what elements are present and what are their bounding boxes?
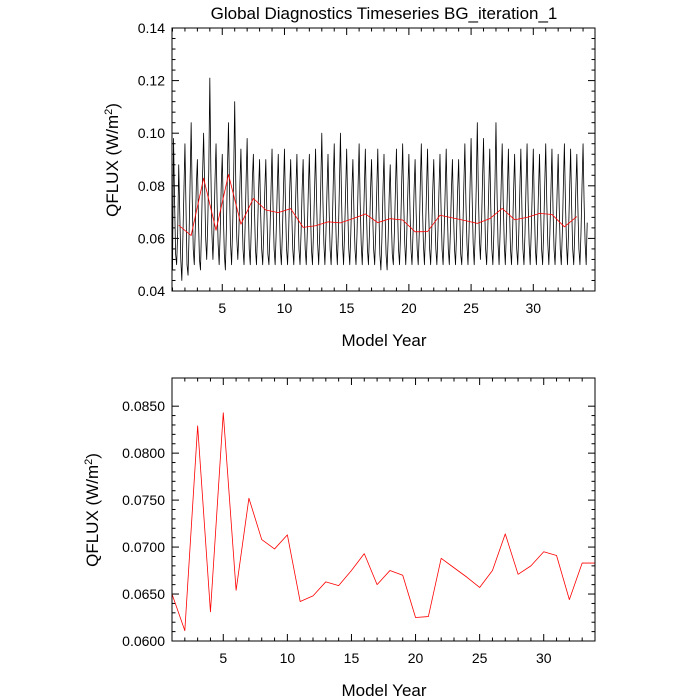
y-tick-label: 0.10 xyxy=(138,125,165,141)
top-x-axis-label: Model Year xyxy=(341,331,426,350)
y-tick-label: 0.0750 xyxy=(122,492,165,508)
bottom-y-axis-label-main: QFLUX (W/m xyxy=(83,465,102,567)
y-tick-label: 0.14 xyxy=(138,20,165,36)
bottom-y-axis-label-sup: 2 xyxy=(83,459,95,465)
bottom-x-axis-label: Model Year xyxy=(341,681,426,700)
annual-mean-series-line xyxy=(171,412,595,632)
bottom-y-axis-label-close: ) xyxy=(83,453,102,459)
bottom-plot-frame xyxy=(171,377,596,642)
x-tick-label: 15 xyxy=(344,650,360,666)
x-tick-label: 5 xyxy=(219,650,227,666)
x-tick-label: 30 xyxy=(536,650,552,666)
x-tick-label: 30 xyxy=(526,300,542,316)
top-y-axis-label-sup: 2 xyxy=(103,109,115,115)
bottom-tick-labels: 5 10 15 20 25 30 0.0600 0.0650 0.0700 0.0750 0.080… xyxy=(122,398,552,666)
y-tick-label: 0.04 xyxy=(138,283,165,299)
y-tick-label: 0.0650 xyxy=(122,586,165,602)
y-tick-label: 0.0800 xyxy=(122,445,165,461)
y-tick-label: 0.0700 xyxy=(122,539,165,555)
annual-mean-series-line xyxy=(178,174,578,236)
chart-title: Global Diagnostics Timeseries BG_iterati… xyxy=(211,4,558,23)
x-tick-label: 25 xyxy=(463,300,479,316)
bottom-y-axis-label: QFLUX (W/m2) xyxy=(83,453,102,567)
x-tick-label: 10 xyxy=(277,300,293,316)
top-y-axis-label: QFLUX (W/m2) xyxy=(103,103,122,217)
top-plot-frame xyxy=(171,27,596,292)
x-tick-label: 5 xyxy=(218,300,226,316)
y-tick-label: 0.08 xyxy=(138,178,165,194)
x-tick-label: 20 xyxy=(401,300,417,316)
x-tick-label: 25 xyxy=(472,650,488,666)
y-tick-label: 0.0850 xyxy=(122,398,165,414)
x-tick-label: 15 xyxy=(339,300,355,316)
top-y-axis-label-main: QFLUX (W/m xyxy=(103,115,122,217)
bottom-panel: 5 10 15 20 25 30 0.0600 0.0650 0.0700 0.0750 0.080… xyxy=(83,377,596,700)
top-y-axis-label-close: ) xyxy=(103,103,122,109)
y-tick-label: 0.0600 xyxy=(122,633,165,649)
top-series xyxy=(172,77,588,281)
top-panel: Global Diagnostics Timeseries BG_iterati… xyxy=(103,4,596,350)
top-tick-labels: 5 10 15 20 25 30 0.04 0.06 0.08 0.10 0.12 0.14 xyxy=(138,20,542,316)
x-tick-label: 10 xyxy=(280,650,296,666)
y-tick-label: 0.06 xyxy=(138,230,165,246)
bottom-series xyxy=(171,412,595,632)
y-tick-label: 0.12 xyxy=(138,73,165,89)
bottom-tick-marks xyxy=(171,378,596,642)
monthly-series-line xyxy=(172,77,588,281)
x-tick-label: 20 xyxy=(408,650,424,666)
